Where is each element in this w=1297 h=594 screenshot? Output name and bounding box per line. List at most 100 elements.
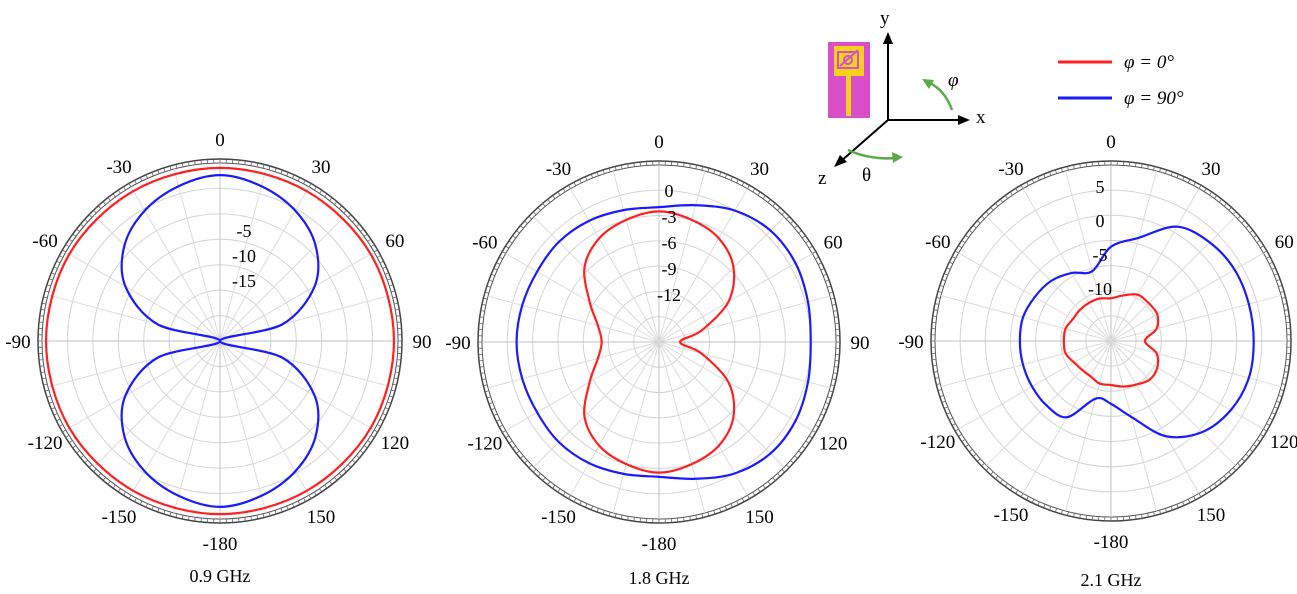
- angle-minor-tick: [573, 182, 577, 186]
- angle-minor-tick: [1280, 389, 1284, 391]
- angle-minor-tick: [1182, 176, 1185, 181]
- angle-minor-tick: [524, 460, 528, 464]
- angle-minor-tick: [274, 510, 277, 514]
- angle-minor-tick: [777, 473, 781, 477]
- angle-minor-tick: [360, 450, 364, 454]
- angle-minor-tick: [961, 439, 966, 442]
- angle-minor-tick: [1214, 195, 1217, 199]
- series-curve-phi0: [1062, 293, 1160, 388]
- angle-tick-label: -90: [5, 332, 30, 353]
- angle-minor-tick: [1000, 479, 1003, 483]
- angle-minor-tick: [479, 372, 485, 374]
- angle-minor-tick: [695, 515, 697, 519]
- angle-minor-tick: [43, 383, 48, 386]
- angle-minor-tick: [815, 256, 819, 260]
- radial-tick-label: -5: [237, 221, 252, 241]
- angle-minor-tick: [829, 291, 833, 294]
- angle-minor-tick: [56, 418, 61, 421]
- angle-minor-tick: [1170, 506, 1174, 512]
- angle-minor-tick: [163, 510, 166, 514]
- angle-minor-tick: [356, 223, 361, 227]
- angle-minor-tick: [940, 285, 944, 287]
- angle-minor-tick: [579, 179, 582, 184]
- angle-minor-tick: [491, 407, 496, 410]
- angle-tick-label: -30: [546, 159, 571, 180]
- angle-minor-tick: [695, 165, 697, 169]
- angle-minor-tick: [537, 473, 541, 477]
- radial-tick-label: -9: [662, 259, 677, 279]
- radial-tick-label: 5: [1096, 177, 1105, 197]
- angle-minor-tick: [949, 261, 953, 265]
- angle-minor-tick: [516, 450, 520, 454]
- phi-label: φ: [948, 70, 959, 91]
- angle-minor-tick: [981, 462, 985, 466]
- angle-minor-tick: [752, 188, 755, 193]
- angle-minor-tick: [830, 297, 835, 300]
- angle-minor-tick: [935, 303, 939, 305]
- angle-minor-tick: [519, 455, 524, 460]
- angle-minor-tick: [794, 455, 799, 460]
- angle-minor-tick: [602, 170, 605, 174]
- angle-minor-tick: [501, 250, 506, 254]
- angle-minor-tick: [181, 515, 184, 519]
- angle-minor-tick: [389, 395, 393, 398]
- angle-minor-tick: [45, 290, 50, 293]
- angle-minor-tick: [390, 389, 395, 392]
- angle-minor-tick: [274, 168, 277, 172]
- angle-tick-label: 0: [654, 132, 664, 153]
- angle-minor-tick: [1026, 496, 1029, 500]
- angle-minor-tick: [1000, 199, 1003, 203]
- angle-minor-tick: [1147, 513, 1149, 517]
- angle-minor-tick: [936, 297, 941, 299]
- angle-minor-tick: [972, 453, 977, 458]
- angle-minor-tick: [940, 278, 946, 282]
- angle-minor-tick: [140, 500, 143, 505]
- angle-minor-tick: [47, 395, 51, 398]
- angle-minor-tick: [356, 455, 361, 459]
- angle-minor-tick: [952, 256, 956, 259]
- angle-minor-tick: [509, 440, 513, 444]
- angle-minor-tick: [1165, 170, 1167, 174]
- angle-minor-tick: [384, 407, 389, 410]
- theta-arrow-head: [892, 152, 903, 163]
- angle-minor-tick: [972, 224, 977, 229]
- angle-tick-label: -90: [898, 332, 923, 353]
- angle-minor-tick: [713, 170, 716, 174]
- series-curve-phi90: [515, 204, 812, 480]
- angle-minor-tick: [370, 434, 375, 438]
- angle-minor-tick: [1281, 383, 1286, 385]
- angle-minor-tick: [1153, 166, 1155, 171]
- angle-minor-tick: [1274, 406, 1278, 409]
- angle-minor-tick: [1263, 250, 1268, 254]
- angle-minor-tick: [84, 219, 88, 223]
- angle-minor-tick: [384, 272, 389, 275]
- angle-minor-tick: [69, 239, 73, 242]
- angle-minor-tick: [829, 390, 833, 393]
- angle-tick-label: -60: [32, 231, 57, 252]
- radial-tick-label: -3: [662, 207, 677, 227]
- theta-label: θ: [862, 165, 871, 186]
- angle-minor-tick: [808, 435, 813, 438]
- angle-minor-tick: [1223, 202, 1228, 207]
- angle-minor-tick: [47, 284, 51, 287]
- polar-plot-2: 0 30 60 90 120 150 -180 -150 -120 -90 -60 -30 0 -3 -6 -…: [445, 132, 869, 588]
- angle-minor-tick: [724, 505, 727, 510]
- angle-minor-tick: [954, 428, 959, 432]
- angle-minor-tick: [65, 434, 70, 438]
- polar-plot-3: 0306090120150-180-150-120-90-60-3050-5-1…: [898, 132, 1297, 590]
- angle-minor-tick: [163, 168, 166, 172]
- angle-minor-tick: [102, 477, 106, 482]
- angle-minor-tick: [382, 413, 386, 416]
- angle-minor-tick: [986, 467, 990, 471]
- angle-minor-tick: [1170, 170, 1174, 176]
- angle-tick-label: -120: [920, 432, 955, 453]
- polar-grid: [482, 165, 836, 519]
- angle-minor-tick: [1005, 195, 1008, 199]
- angle-minor-tick: [123, 186, 127, 191]
- angle-minor-tick: [61, 249, 67, 253]
- angle-minor-tick: [825, 402, 831, 405]
- angle-minor-tick: [719, 170, 722, 176]
- angle-minor-tick: [493, 413, 498, 416]
- angle-minor-tick: [352, 219, 356, 223]
- angle-minor-tick: [1187, 179, 1191, 183]
